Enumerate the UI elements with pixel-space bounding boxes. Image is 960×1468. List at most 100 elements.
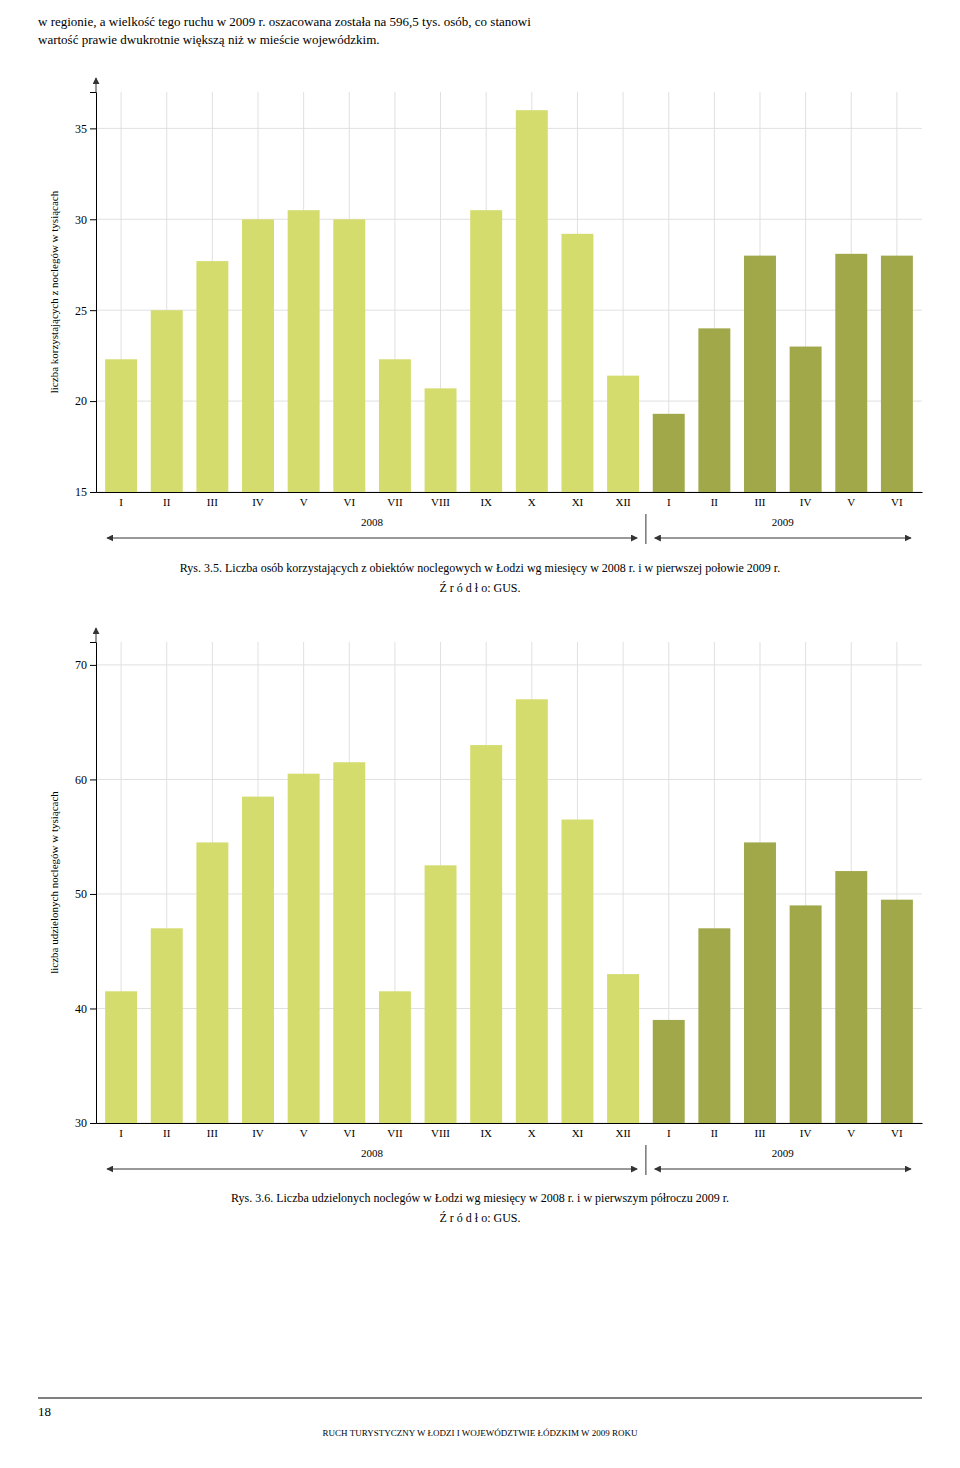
x-tick: VI [343, 1123, 355, 1139]
x-tick-label: II [711, 496, 719, 508]
x-tick: VII [387, 1123, 403, 1139]
header-text: w regionie, a wielkość tego ruchu w 2009… [38, 14, 531, 29]
bar [288, 774, 320, 1123]
y-tick-mark [90, 1123, 96, 1124]
x-axis: IIIIIIIVVVIVIIVIIIIXXXIXIIIIIIIIIVVVI [97, 492, 923, 508]
x-tick-label: XI [572, 496, 584, 508]
y-tick: 50 [75, 887, 96, 901]
x-tick-label: V [300, 1127, 308, 1139]
bar [835, 254, 867, 492]
year-span-arrow [107, 538, 637, 539]
bar [105, 991, 137, 1123]
x-tick-label: I [667, 1127, 671, 1139]
x-tick-label: II [711, 1127, 719, 1139]
bar [881, 256, 913, 492]
y-tick-mark [90, 1008, 96, 1009]
x-tick: V [300, 492, 308, 508]
x-tick-label: IX [480, 496, 492, 508]
year-label: 2009 [772, 516, 795, 528]
y-tick-mark [90, 779, 96, 780]
bar [516, 110, 548, 492]
x-tick: VI [343, 492, 355, 508]
x-tick: II [163, 492, 171, 508]
x-tick-label: XII [615, 496, 631, 508]
y-axis-arrow [96, 628, 97, 642]
bar [698, 928, 730, 1123]
year-separator [645, 1145, 646, 1175]
bar [425, 865, 457, 1123]
header-text: wartość prawie dwukrotnie większą niż w … [38, 32, 380, 47]
x-axis-line [97, 1123, 923, 1124]
x-tick: XII [615, 492, 631, 508]
chart-subtitle: Ź r ó d ł o: GUS. [440, 1211, 521, 1225]
chart-subtitle: Ź r ó d ł o: GUS. [440, 581, 521, 595]
x-tick-label: IX [480, 1127, 492, 1139]
bar [333, 762, 365, 1123]
y-tick-label: 30 [75, 1116, 87, 1130]
x-tick-label: V [847, 1127, 855, 1139]
y-tick-label: 20 [75, 394, 87, 408]
x-tick: III [754, 1123, 765, 1139]
bar [196, 261, 228, 492]
bar [607, 974, 639, 1123]
x-tick-label: VII [387, 1127, 403, 1139]
x-tick-label: IV [252, 496, 264, 508]
x-tick-label: VI [343, 496, 355, 508]
x-tick: IV [800, 492, 812, 508]
y-tick-mark [90, 219, 96, 220]
x-tick: IV [252, 1123, 264, 1139]
y-tick-mark [90, 310, 96, 311]
x-tick-label: VIII [431, 1127, 450, 1139]
bar [698, 328, 730, 492]
y-tick-label: 50 [75, 887, 87, 901]
bar [744, 842, 776, 1123]
x-tick: IX [480, 1123, 492, 1139]
y-axis: 3040506070 [75, 643, 97, 1131]
year-label: 2009 [772, 1147, 795, 1159]
y-tick: 30 [75, 1116, 96, 1130]
x-tick-label: II [163, 496, 171, 508]
x-tick: IX [480, 492, 492, 508]
y-tick: 70 [75, 658, 96, 672]
x-tick: X [528, 492, 536, 508]
y-axis-line [90, 643, 97, 1124]
x-tick: III [207, 492, 218, 508]
bar [653, 414, 685, 492]
y-tick: 60 [75, 773, 96, 787]
x-tick: III [207, 1123, 218, 1139]
bar [561, 820, 593, 1123]
x-tick-label: III [754, 1127, 765, 1139]
bar [561, 234, 593, 492]
chart: 3040506070IIIIIIIVVVIVIIVIIIIXXXIXIIIIII… [48, 628, 923, 1225]
x-tick: II [711, 492, 719, 508]
x-tick-label: VI [891, 496, 903, 508]
x-tick-label: IV [252, 1127, 264, 1139]
y-tick: 25 [75, 304, 96, 318]
x-tick-label: VIII [431, 496, 450, 508]
grid-line-y [96, 219, 922, 220]
y-tick-mark [90, 492, 96, 493]
x-tick-label: V [300, 496, 308, 508]
bar [881, 900, 913, 1123]
year-span-arrow [655, 1169, 911, 1170]
x-tick: XI [572, 492, 584, 508]
x-tick: I [119, 1123, 123, 1139]
year-span-arrow [655, 538, 911, 539]
y-axis-arrow [96, 78, 97, 92]
x-tick: VIII [431, 492, 450, 508]
x-tick-label: V [847, 496, 855, 508]
y-axis: 1520253035 [75, 93, 97, 500]
chart: 1520253035IIIIIIIVVVIVIIVIIIIXXXIXIIIIII… [48, 78, 923, 595]
x-tick-label: III [207, 496, 218, 508]
x-tick-label: X [528, 1127, 536, 1139]
x-axis-line [97, 492, 923, 493]
y-axis-title: liczba korzystających z noclegów w tysią… [48, 190, 60, 393]
x-tick-label: IV [800, 496, 812, 508]
y-tick-mark [90, 401, 96, 402]
grid [96, 92, 922, 492]
x-tick: V [847, 492, 855, 508]
bar [790, 905, 822, 1123]
x-tick-label: I [667, 496, 671, 508]
x-tick-label: XII [615, 1127, 631, 1139]
x-tick: III [754, 492, 765, 508]
